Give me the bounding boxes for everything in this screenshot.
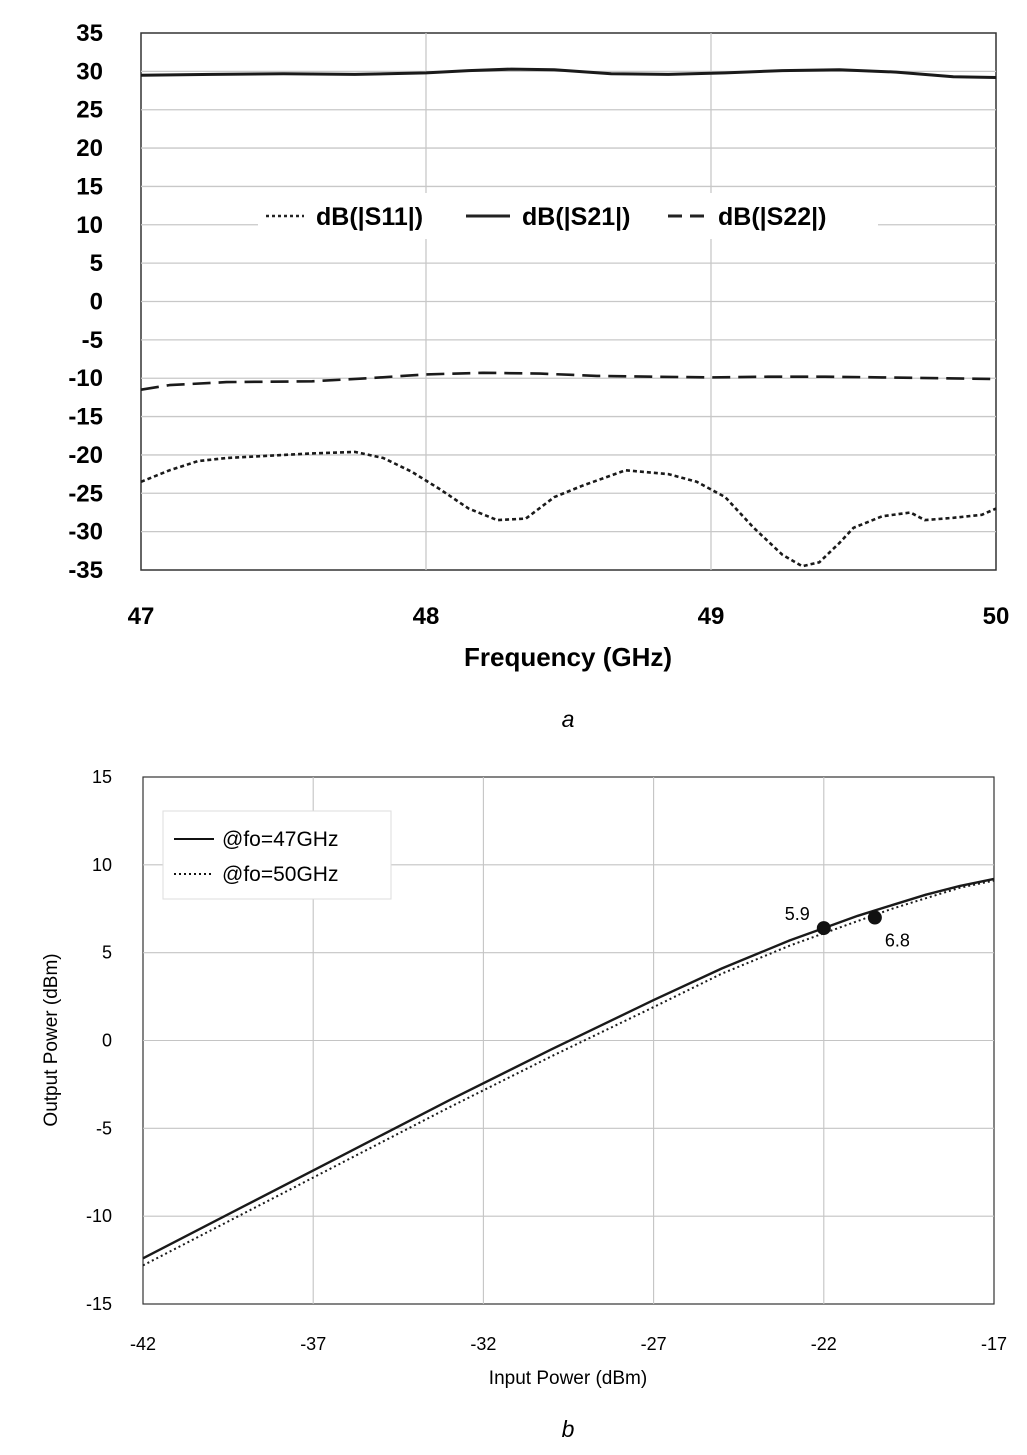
chart-b-x-axis-title: Input Power (dBm) (489, 1368, 647, 1389)
x-tick-label: -32 (470, 1334, 496, 1354)
marker-point-6-8 (867, 910, 882, 925)
chart-a-x-axis-title: Frequency (GHz) (464, 642, 672, 672)
y-tick-label: -10 (68, 365, 103, 392)
y-tick-label: 10 (76, 212, 103, 239)
x-tick-label: 50 (983, 603, 1010, 630)
x-tick-label: -27 (641, 1334, 667, 1354)
y-tick-label: -30 (68, 519, 103, 546)
y-tick-label: 35 (76, 20, 103, 47)
y-tick-label: -25 (68, 480, 103, 507)
legend-s21-label: dB(|S21|) (522, 203, 630, 231)
y-tick-label: 15 (92, 767, 112, 787)
legend-s11-label: dB(|S11|) (316, 203, 423, 231)
x-tick-label: -17 (981, 1334, 1007, 1354)
y-tick-label: 25 (76, 97, 103, 124)
legend-50ghz-label: @fo=50GHz (222, 863, 338, 886)
legend-s22-label: dB(|S22|) (718, 203, 826, 231)
y-tick-label: -15 (68, 404, 103, 431)
chart-b-markers: 5.9 6.8 (785, 904, 910, 950)
y-tick-label: -5 (82, 327, 103, 354)
chart-a-x-tick-labels: 47 48 49 50 (128, 603, 1010, 630)
x-tick-label: 49 (698, 603, 725, 630)
y-tick-label: 30 (76, 58, 103, 85)
x-tick-label: -37 (300, 1334, 326, 1354)
chart-a-legend: dB(|S11|) dB(|S21|) dB(|S22|) (258, 193, 878, 239)
chart-a-caption: a (562, 706, 575, 732)
y-tick-label: -35 (68, 557, 103, 584)
x-tick-label: -42 (130, 1334, 156, 1354)
chart-b-legend-box (162, 810, 392, 900)
y-tick-label: 20 (76, 135, 103, 162)
chart-b-y-tick-labels: 15 10 5 0 -5 -10 -15 (86, 767, 112, 1314)
marker-label-5-9: 5.9 (785, 904, 810, 924)
y-tick-label: 0 (90, 289, 103, 316)
series-line-db-s21 (140, 67, 997, 79)
y-tick-label: 5 (102, 943, 112, 963)
y-tick-label: 0 (102, 1031, 112, 1051)
y-tick-label: -15 (86, 1294, 112, 1314)
chart-b-legend: @fo=47GHz @fo=50GHz (162, 810, 392, 900)
chart-b-y-axis-title: Output Power (dBm) (41, 953, 62, 1126)
y-tick-label: 15 (76, 173, 103, 200)
series-line-db-s22 (140, 371, 997, 391)
chart-b: 5.9 6.8 15 10 5 0 -5 -10 -15 -42 -37 -32 -27 -22 -17… (41, 767, 1007, 1442)
chart-a-y-tick-labels: 35 30 25 20 15 10 5 0 -5 -10 -15 -20 -25 -30 -35 (68, 20, 103, 584)
chart-a-series-group (140, 67, 997, 568)
y-tick-label: -10 (86, 1206, 112, 1226)
series-line-fo-47ghz (142, 877, 995, 1260)
chart-a-legend-box (258, 193, 878, 239)
y-tick-label: 10 (92, 855, 112, 875)
legend-47ghz-label: @fo=47GHz (222, 828, 338, 851)
chart-b-series-group (142, 877, 995, 1267)
x-tick-label: 48 (413, 603, 440, 630)
marker-point-5-9 (816, 921, 831, 936)
marker-label-6-8: 6.8 (885, 931, 910, 951)
chart-b-x-tick-labels: -42 -37 -32 -27 -22 -17 (130, 1334, 1007, 1354)
y-tick-label: -20 (68, 442, 103, 469)
y-tick-label: 5 (90, 250, 103, 277)
chart-b-caption: b (562, 1416, 575, 1442)
x-tick-label: 47 (128, 603, 155, 630)
x-tick-label: -22 (811, 1334, 837, 1354)
y-tick-label: -5 (96, 1118, 112, 1138)
